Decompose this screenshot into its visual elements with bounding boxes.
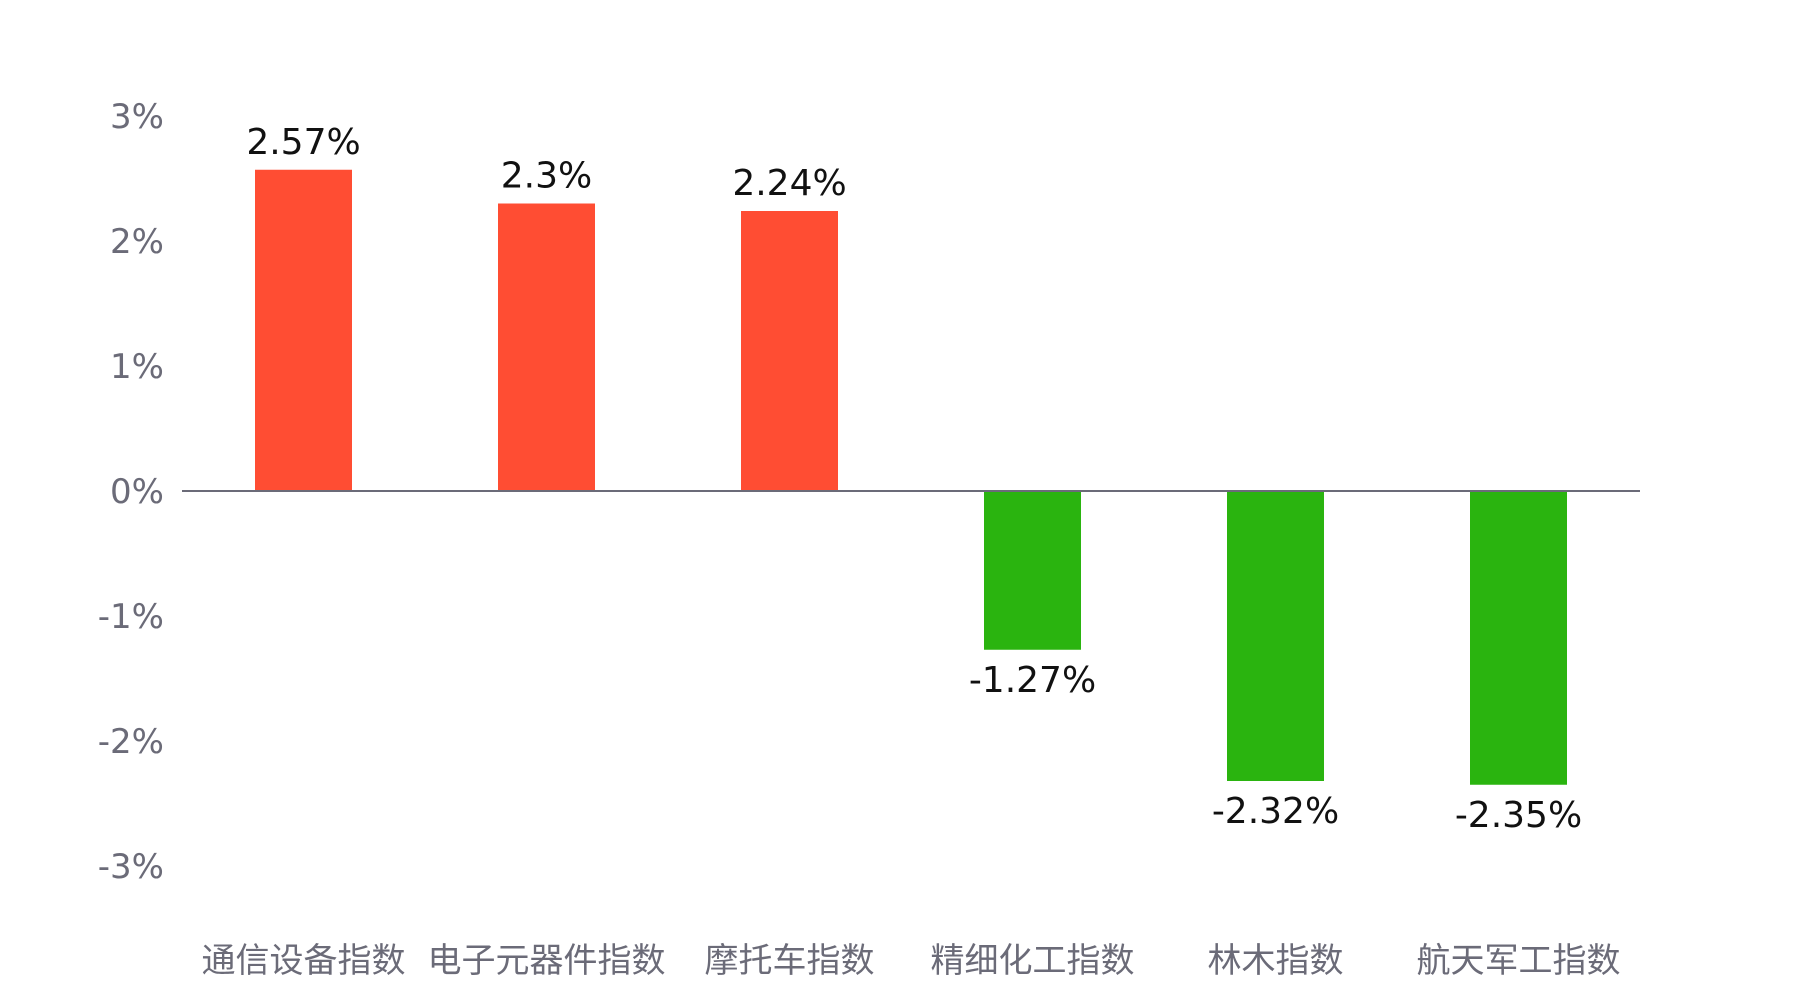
y-axis-ticks: 3% 2% 1% 0% -1% -2% -3%	[98, 97, 164, 887]
bar	[741, 211, 838, 491]
y-tick-label: 1%	[110, 347, 164, 387]
data-label: -2.35%	[1455, 795, 1582, 836]
data-label: 2.3%	[501, 156, 592, 197]
bar	[984, 491, 1081, 650]
bar	[255, 169, 352, 491]
x-tick-label: 通信设备指数	[202, 941, 406, 981]
data-label: 2.57%	[246, 122, 360, 163]
data-label: -1.27%	[969, 660, 1096, 701]
x-tick-label: 摩托车指数	[705, 941, 875, 981]
y-tick-label: 3%	[110, 97, 164, 137]
bar	[1470, 491, 1567, 785]
y-tick-label: -1%	[98, 597, 164, 637]
y-tick-label: 2%	[110, 222, 164, 262]
y-tick-label: -3%	[98, 847, 164, 887]
bar	[498, 203, 595, 491]
x-tick-label: 精细化工指数	[931, 941, 1135, 981]
bar	[1227, 491, 1324, 781]
y-tick-label: -2%	[98, 722, 164, 762]
bars-group	[255, 169, 1567, 785]
x-axis-ticks: 通信设备指数 电子元器件指数 摩托车指数 精细化工指数 林木指数 航天军工指数	[202, 941, 1621, 981]
data-label: -2.32%	[1212, 791, 1339, 832]
x-tick-label: 林木指数	[1208, 941, 1344, 981]
x-tick-label: 航天军工指数	[1417, 941, 1621, 981]
data-labels-group: 2.57% 2.3% 2.24% -1.27% -2.32% -2.35%	[246, 122, 1582, 836]
data-label: 2.24%	[732, 163, 846, 204]
x-tick-label: 电子元器件指数	[428, 941, 666, 981]
y-tick-label: 0%	[110, 472, 164, 512]
